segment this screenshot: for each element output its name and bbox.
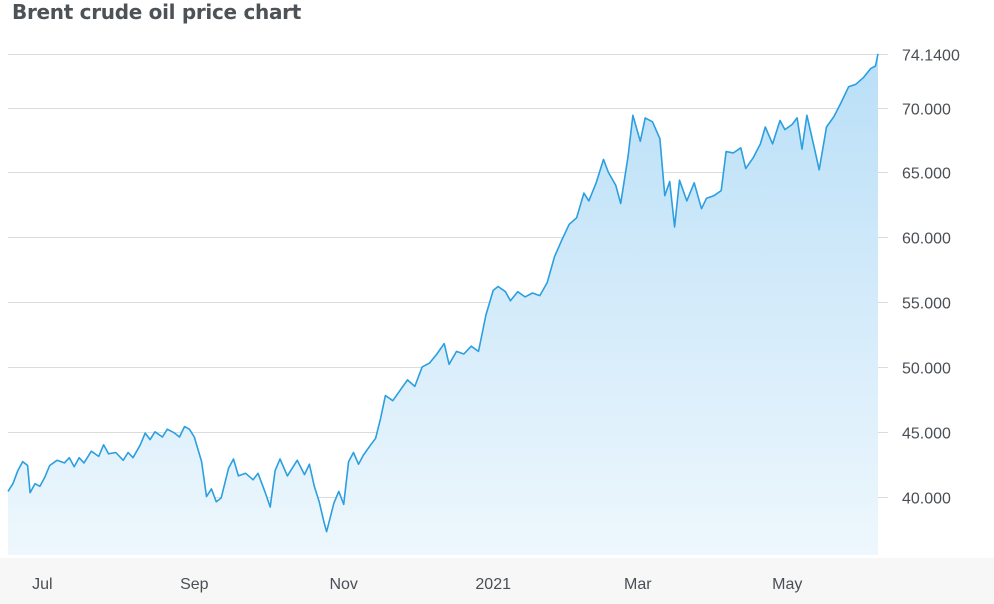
x-tick-label: Nov	[329, 576, 357, 593]
x-tick-label: Sep	[180, 576, 209, 593]
x-tick-label: May	[772, 576, 802, 593]
y-axis-labels: 40.000 45.000 50.000 55.000 60.000 65.000 70.0…	[902, 48, 960, 508]
x-tick-label: Mar	[624, 576, 652, 593]
y-tick-label: 70.000	[902, 102, 951, 119]
price-line	[7, 53, 879, 533]
x-axis-labels: Jul Sep Nov 2021 Mar May	[32, 576, 802, 593]
last-value-label: 74.1400	[902, 48, 960, 65]
x-axis-strip: Jul Sep Nov 2021 Mar May	[0, 558, 994, 604]
x-tick-label: Jul	[32, 576, 52, 593]
y-tick-label: 50.000	[902, 361, 951, 378]
x-tick-label: 2021	[475, 576, 511, 593]
y-tick-label: 40.000	[902, 491, 951, 508]
y-tick-label: 45.000	[902, 426, 951, 443]
chart-title: Brent crude oil price chart	[12, 0, 301, 24]
y-tick-label: 65.000	[902, 166, 951, 183]
y-tick-label: 60.000	[902, 231, 951, 248]
price-area	[8, 53, 878, 556]
y-tick-label: 55.000	[902, 296, 951, 313]
